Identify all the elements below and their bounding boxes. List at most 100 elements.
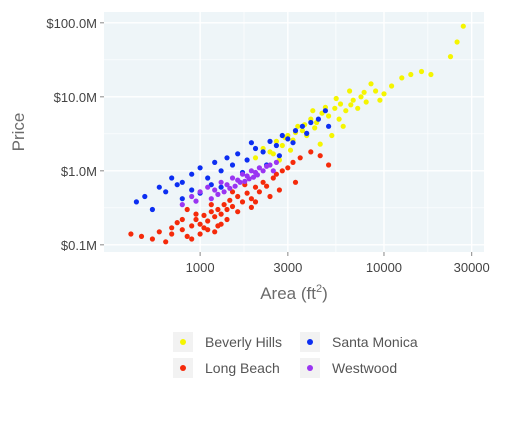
point-westwood <box>232 183 238 189</box>
point-long-beach <box>273 171 279 177</box>
y-tick-label: $10.0M <box>54 90 97 105</box>
point-long-beach <box>138 233 145 239</box>
point-beverly-hills <box>273 138 279 144</box>
point-long-beach <box>163 239 169 245</box>
point-beverly-hills <box>377 97 383 103</box>
point-long-beach <box>149 236 155 242</box>
x-axis: 1000 3000 10000 30000 <box>186 252 490 275</box>
point-long-beach <box>260 179 266 185</box>
legend-label-westwood: Westwood <box>332 360 397 376</box>
x-tick-label: 10000 <box>366 260 402 275</box>
point-long-beach <box>292 179 299 185</box>
point-beverly-hills <box>361 89 367 95</box>
point-santa-monica <box>290 140 296 146</box>
legend-marker-beverly-hills <box>180 339 186 345</box>
point-beverly-hills <box>408 71 414 78</box>
legend-label-long-beach: Long Beach <box>205 360 280 376</box>
point-beverly-hills <box>418 68 425 75</box>
point-long-beach <box>297 155 303 161</box>
point-long-beach <box>179 216 185 223</box>
point-santa-monica <box>252 145 259 152</box>
point-long-beach <box>224 216 230 223</box>
point-beverly-hills <box>428 71 434 78</box>
point-santa-monica <box>267 138 273 144</box>
point-beverly-hills <box>329 132 335 139</box>
point-beverly-hills <box>348 102 354 108</box>
point-santa-monica <box>224 155 230 161</box>
point-long-beach <box>184 233 190 239</box>
point-westwood <box>264 163 270 169</box>
point-long-beach <box>201 212 207 218</box>
point-westwood <box>205 184 211 190</box>
point-santa-monica <box>292 128 299 134</box>
legend-label-beverly-hills: Beverly Hills <box>205 334 282 350</box>
point-beverly-hills <box>343 108 349 114</box>
point-long-beach <box>208 202 214 208</box>
point-long-beach <box>197 221 203 227</box>
point-beverly-hills <box>447 54 454 60</box>
point-westwood <box>256 165 262 171</box>
point-westwood <box>218 179 224 185</box>
point-santa-monica <box>218 168 224 174</box>
point-long-beach <box>189 236 195 242</box>
y-tick-label: $1.0M <box>61 164 97 179</box>
point-long-beach <box>244 190 250 196</box>
point-beverly-hills <box>358 94 364 100</box>
point-long-beach <box>221 202 227 208</box>
point-long-beach <box>308 149 314 155</box>
point-westwood <box>248 168 254 174</box>
point-santa-monica <box>322 108 328 114</box>
point-long-beach <box>224 206 230 213</box>
point-beverly-hills <box>310 108 316 114</box>
point-beverly-hills <box>389 83 395 89</box>
point-beverly-hills <box>373 88 379 94</box>
point-westwood <box>237 179 243 185</box>
point-santa-monica <box>276 153 282 159</box>
point-long-beach <box>235 209 241 215</box>
point-long-beach <box>179 227 185 233</box>
point-westwood <box>197 189 203 195</box>
x-tick-label: 30000 <box>454 260 490 275</box>
point-long-beach <box>193 216 199 223</box>
point-santa-monica <box>235 151 241 157</box>
x-tick-label: 3000 <box>273 260 302 275</box>
point-santa-monica <box>229 162 236 168</box>
x-axis-title-main: Area (ft <box>260 284 316 303</box>
point-santa-monica <box>189 187 195 193</box>
point-santa-monica <box>149 206 155 213</box>
point-beverly-hills <box>454 39 460 45</box>
point-beverly-hills <box>347 88 353 94</box>
point-westwood <box>250 174 257 180</box>
point-westwood <box>215 191 221 197</box>
point-westwood <box>242 178 248 184</box>
point-long-beach <box>256 189 262 195</box>
point-santa-monica <box>244 157 250 163</box>
point-long-beach <box>205 218 211 224</box>
point-santa-monica <box>205 175 211 181</box>
point-long-beach <box>290 159 296 165</box>
point-westwood <box>221 189 227 195</box>
point-santa-monica <box>299 123 305 129</box>
point-santa-monica <box>179 179 185 185</box>
x-axis-title-suffix: ) <box>322 284 328 303</box>
point-long-beach <box>189 223 195 229</box>
point-beverly-hills <box>363 99 369 105</box>
point-long-beach <box>229 189 236 195</box>
point-long-beach <box>276 187 282 193</box>
point-beverly-hills <box>252 155 259 161</box>
point-beverly-hills <box>399 75 405 81</box>
point-santa-monica <box>169 175 175 181</box>
point-long-beach <box>197 231 203 237</box>
legend-marker-westwood <box>307 365 313 371</box>
legend-marker-santa-monica <box>307 339 313 345</box>
point-beverly-hills <box>355 105 361 111</box>
point-beverly-hills <box>295 123 301 129</box>
point-santa-monica <box>189 171 195 177</box>
point-santa-monica <box>156 184 162 190</box>
point-long-beach <box>128 231 134 237</box>
point-long-beach <box>252 199 259 205</box>
legend-label-santa-monica: Santa Monica <box>332 334 418 350</box>
point-santa-monica <box>315 116 321 122</box>
point-beverly-hills <box>279 142 285 149</box>
